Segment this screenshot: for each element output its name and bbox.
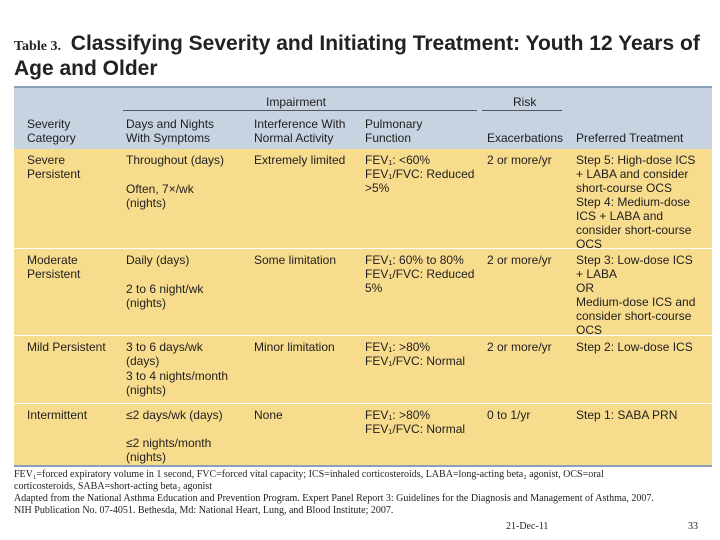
impairment-rule [123,110,477,111]
row-mild-category: Mild Persistent [27,340,106,354]
row-intermittent-treatment: Step 1: SABA PRN [576,408,678,422]
table-label: Table 3. [14,39,61,54]
col-header-treatment: Preferred Treatment [576,131,684,145]
row-severe-symptoms-days: Throughout (days) [126,153,225,167]
slide-date: 21-Dec-11 [506,521,549,532]
row-severe-treatment: Step 5: High-dose ICS + LABA and conside… [576,153,696,251]
row-mild-symptoms-days: 3 to 6 days/wk (days) [126,340,203,368]
row-moderate-interference: Some limitation [254,253,337,267]
row-severe-interference: Extremely limited [254,153,346,167]
row-severe-category: Severe Persistent [27,153,81,181]
row-intermittent-symptoms-nights: ≤2 nights/month (nights) [126,436,212,464]
row-moderate-symptoms-nights: 2 to 6 night/wk (nights) [126,282,204,310]
table-header [14,88,712,149]
row-separator [14,335,712,336]
footnote-source: Adapted from the National Asthma Educati… [14,493,654,504]
row-intermittent-interference: None [254,408,283,422]
row-mild-symptoms-nights: 3 to 4 nights/month (nights) [126,369,229,397]
row-severe-symptoms-nights: Often, 7×/wk (nights) [126,182,194,210]
row-moderate-category: Moderate Persistent [27,253,81,281]
row-intermittent-symptoms-days: ≤2 days/wk (days) [126,408,223,422]
col-header-interference: Interference With Normal Activity [254,117,346,145]
top-rule [14,86,712,88]
row-mild-treatment: Step 2: Low-dose ICS [576,340,693,354]
footnote-abbreviations-cont: corticosteroids, SABA=short-acting beta₂… [14,481,212,492]
row-intermittent-category: Intermittent [27,408,88,422]
table-footnote: FEV₁=forced expiratory volume in 1 secon… [14,469,714,517]
row-separator [14,248,712,249]
row-moderate-exacerbations: 2 or more/yr [487,253,552,267]
row-moderate-pulmonary: FEV₁: 60% to 80% FEV₁/FVC: Reduced 5% [365,253,475,295]
row-mild-interference: Minor limitation [254,340,335,354]
row-intermittent-exacerbations: 0 to 1/yr [487,408,531,422]
row-intermittent-pulmonary: FEV₁: >80% FEV₁/FVC: Normal [365,408,466,436]
col-header-severity: Severity Category [27,117,76,145]
row-moderate-treatment: Step 3: Low-dose ICS + LABA OR Medium-do… [576,253,696,337]
table-body [14,149,712,465]
row-severe-pulmonary: FEV₁: <60% FEV₁/FVC: Reduced >5% [365,153,475,195]
bottom-rule [14,465,712,467]
col-header-pulmonary: Pulmonary Function [365,117,423,145]
table-title-text: Classifying Severity and Initiating Trea… [14,32,700,80]
row-severe-exacerbations: 2 or more/yr [487,153,552,167]
table-title: Table 3. Classifying Severity and Initia… [14,33,714,80]
col-header-exacerbations: Exacerbations [487,131,564,145]
footnote-publication: NIH Publication No. 07-4051. Bethesda, M… [14,505,394,516]
risk-rule [482,110,562,111]
slide-number: 33 [688,521,698,532]
row-mild-pulmonary: FEV₁: >80% FEV₁/FVC: Normal [365,340,466,368]
impairment-header: Impairment [266,95,327,109]
row-separator [14,403,712,404]
footnote-abbreviations: FEV₁=forced expiratory volume in 1 secon… [14,469,604,480]
row-moderate-symptoms-days: Daily (days) [126,253,190,267]
col-header-symptoms: Days and Nights With Symptoms [126,117,215,145]
row-mild-exacerbations: 2 or more/yr [487,340,552,354]
risk-header: Risk [513,95,537,109]
